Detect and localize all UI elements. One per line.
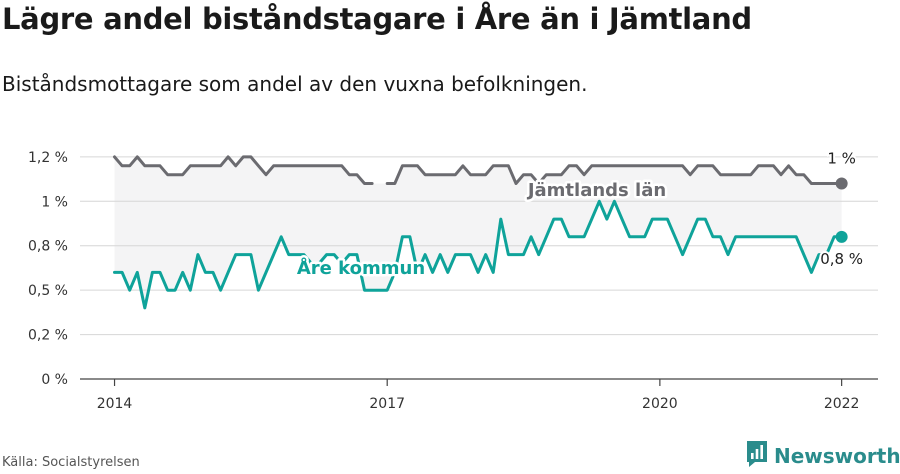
grid-lines: 0 % 0,2 % 0,5 % 0,8 % 1 % 1,2 % bbox=[28, 150, 878, 388]
x-axis: 2014 2017 2020 2022 bbox=[97, 379, 860, 412]
end-label-are: 0,8 % bbox=[820, 250, 863, 268]
y-tick-label: 1,2 % bbox=[28, 150, 68, 166]
end-point-are bbox=[835, 230, 848, 243]
y-tick-label: 0 % bbox=[41, 372, 68, 388]
band-area bbox=[114, 156, 842, 308]
y-tick-label: 0,8 % bbox=[28, 239, 68, 255]
end-point-jamtland bbox=[835, 177, 848, 190]
series-name-are: Åre kommun bbox=[297, 256, 425, 279]
x-tick-label: 2017 bbox=[369, 396, 405, 412]
x-tick-label: 2020 bbox=[642, 396, 678, 412]
brand-logo[interactable]: Newsworthy bbox=[746, 441, 900, 471]
newsworthy-logo-icon bbox=[746, 440, 768, 472]
x-tick-label: 2014 bbox=[97, 396, 133, 412]
chart-subtitle: Biståndsmottagare som andel av den vuxna… bbox=[2, 72, 588, 96]
series-line-are bbox=[113, 199, 844, 310]
chart-title: Lägre andel biståndstagare i Åre än i Jä… bbox=[2, 2, 752, 36]
series-name-jamtland: Jämtlands län bbox=[526, 180, 666, 201]
range-band bbox=[114, 156, 842, 308]
y-tick-label: 0,5 % bbox=[28, 283, 68, 299]
y-tick-label: 1 % bbox=[41, 194, 68, 210]
brand-name: Newsworthy bbox=[774, 444, 900, 468]
series-line-jamtland bbox=[113, 155, 844, 185]
end-label-jamtland: 1 % bbox=[827, 150, 856, 168]
source-note: Källa: Socialstyrelsen bbox=[2, 455, 140, 470]
series-labels: Jämtlands län Åre kommun 1 % 0,8 % bbox=[294, 148, 865, 282]
y-tick-label: 0,2 % bbox=[28, 328, 68, 344]
series-lines bbox=[113, 155, 848, 310]
x-tick-label: 2022 bbox=[824, 396, 860, 412]
